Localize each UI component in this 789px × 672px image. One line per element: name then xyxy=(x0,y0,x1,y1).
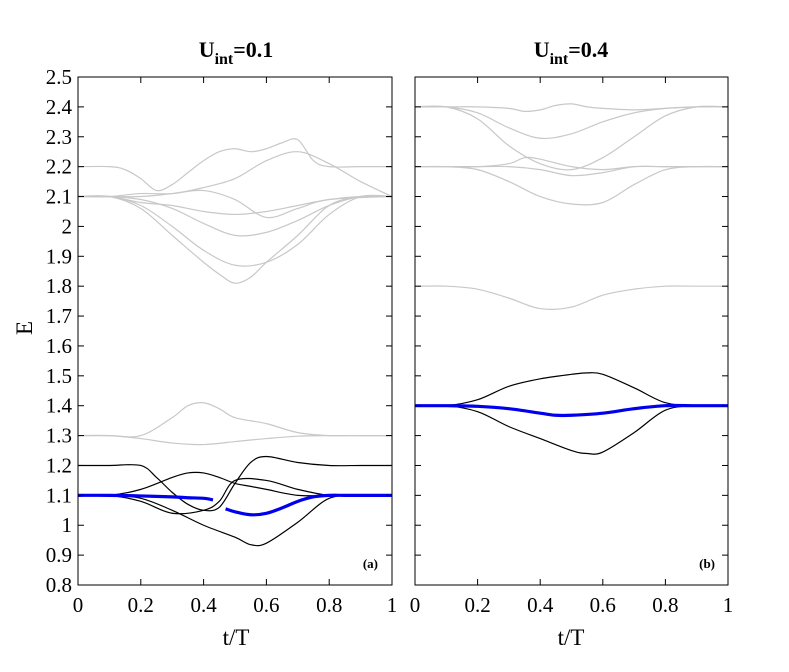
panel-a-y-tick-label: 0.9 xyxy=(46,543,72,567)
panel-b-title-value: =0.4 xyxy=(568,37,608,62)
panel-b-series-gray-2 xyxy=(414,105,729,140)
panel-b-x-axis-label: t/T xyxy=(558,625,585,650)
panel-b-title-sub: int xyxy=(550,51,569,68)
panel-a-series-gray-1 xyxy=(77,402,392,438)
panel-a-series-gray-6 xyxy=(77,195,393,237)
panel-b-x-tick-label: 0.4 xyxy=(527,593,554,617)
panel-a-series-gray-8 xyxy=(77,195,393,284)
panel-a-x-tick-label: 0.2 xyxy=(128,593,154,617)
panel-a-y-tick-label: 1.5 xyxy=(46,364,72,388)
panel-b-series-black-2 xyxy=(414,404,729,455)
panel-a-y-tick-label: 1.3 xyxy=(46,424,72,448)
panel-a-series-gray-3 xyxy=(77,138,392,192)
panel-a-y-axis-label: E xyxy=(12,321,37,335)
panel-a-series-gray-4 xyxy=(77,151,393,198)
panel-a-y-tick-label: 1.2 xyxy=(46,453,72,477)
panel-b-x-tick-label: 0 xyxy=(410,593,421,617)
panel-b-ticks: 0 0.2 0.4 0.6 0.8 1 xyxy=(410,76,734,617)
panel-a-series-gray-9 xyxy=(77,189,393,219)
panel-b-series-black-1 xyxy=(414,372,729,407)
panel-b-x-tick-label: 0.8 xyxy=(652,593,678,617)
panel-a-title-sub: int xyxy=(215,51,234,68)
panel-b-x-tick-label: 0.2 xyxy=(464,593,490,617)
panel-a-y-tick-label: 1 xyxy=(62,513,73,537)
panel-a-y-tick-label: 1.8 xyxy=(46,274,72,298)
panel-a-y-tick-label: 2.2 xyxy=(46,155,72,179)
panel-b-title-main: U xyxy=(534,37,550,62)
panel-a-axes-frame xyxy=(77,76,393,586)
panel-b-series-gray-5 xyxy=(414,165,728,177)
panel-a-series-black-1 xyxy=(77,455,393,512)
panel-b-x-tick-label: 0.6 xyxy=(590,593,616,617)
panel-a-y-tick-label: 1.9 xyxy=(46,244,72,268)
panel-a-title: Uint=0.1 xyxy=(199,37,274,68)
panel-a-label: (a) xyxy=(363,556,378,571)
panel-b-series-gray-3 xyxy=(414,105,729,171)
panel-a: Uint=0.1 0 0.2 0.4 0.6 0.8 1 0.8 0.9 1 1.1 1.2 1.3 1… xyxy=(12,37,397,650)
panel-a-title-value: =0.1 xyxy=(233,37,273,62)
panel-a-x-axis-label: t/T xyxy=(223,625,250,650)
panel-a-y-tick-label: 1.1 xyxy=(46,483,72,507)
panel-b-title: Uint=0.4 xyxy=(534,37,609,68)
panel-b-series-gray-6 xyxy=(414,165,729,206)
panel-b-axes-frame xyxy=(414,76,729,586)
panel-a-y-tick-label: 2.4 xyxy=(46,95,73,119)
panel-b-label: (b) xyxy=(699,556,715,571)
panel-a-title-main: U xyxy=(199,37,215,62)
panel-a-y-tick-label: 0.8 xyxy=(46,573,72,597)
panel-b-series-blue-ground xyxy=(414,403,728,418)
panel-a-x-tick-label: 0.4 xyxy=(190,593,217,617)
panel-a-ticks: 0 0.2 0.4 0.6 0.8 1 0.8 0.9 1 1.1 1.2 1.3 1.4 1.5 1.6 1… xyxy=(46,65,398,617)
panel-a-y-tick-label: 1.4 xyxy=(46,394,73,418)
panel-a-x-tick-label: 1 xyxy=(387,593,398,617)
panel-a-series-blue-ground-left xyxy=(77,493,214,502)
panel-a-x-tick-label: 0.6 xyxy=(253,593,279,617)
panel-a-series-black-4 xyxy=(77,494,393,547)
panel-a-y-tick-label: 2.3 xyxy=(46,125,72,149)
panel-a-y-tick-label: 2 xyxy=(62,214,73,238)
panel-a-series xyxy=(77,138,393,547)
panel-a-x-tick-label: 0.8 xyxy=(316,593,342,617)
panel-a-y-tick-label: 1.7 xyxy=(46,304,72,328)
panel-b-x-tick-label: 1 xyxy=(723,593,734,617)
panel-b: Uint=0.4 0 0.2 0.4 0.6 0.8 1 t/T (b) xyxy=(410,37,734,650)
panel-a-y-tick-label: 2.1 xyxy=(46,185,72,209)
panel-a-series-gray-7 xyxy=(77,194,393,267)
panel-a-y-tick-label: 2.5 xyxy=(46,65,72,89)
panel-b-series-gray-7 xyxy=(414,285,728,310)
panel-b-series xyxy=(414,103,729,455)
panel-a-x-tick-label: 0 xyxy=(73,593,84,617)
panel-a-y-tick-label: 1.6 xyxy=(46,334,72,358)
panel-a-series-blue-ground-right xyxy=(225,493,392,517)
panel-a-series-gray-2 xyxy=(77,434,392,446)
